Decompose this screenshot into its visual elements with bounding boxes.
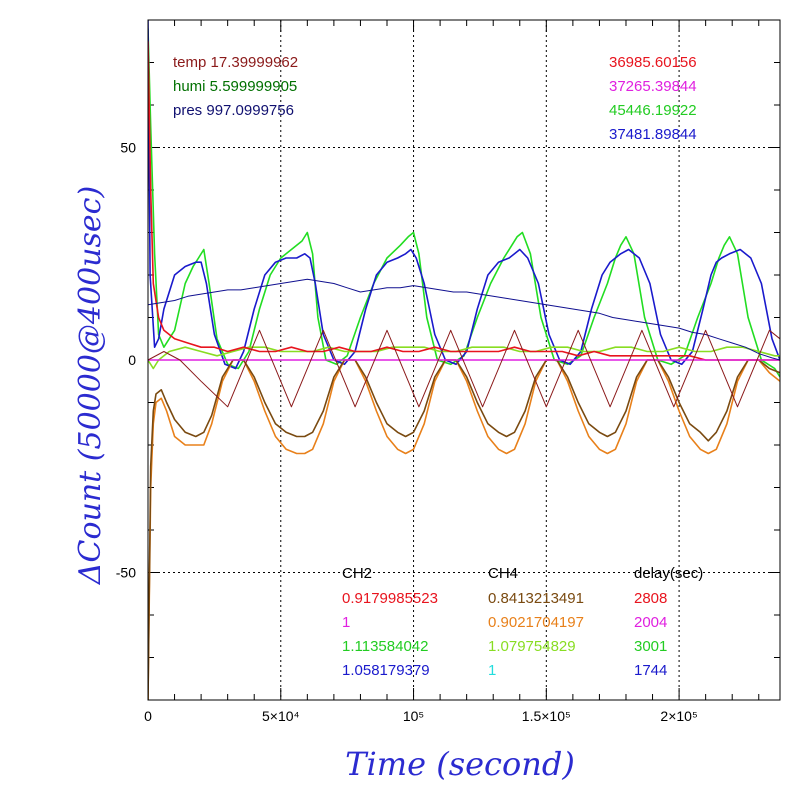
table-cell: 2808	[634, 590, 667, 607]
x-tick-label: 1.5×10⁵	[522, 708, 571, 724]
count-annotation: 36985.60156	[609, 54, 697, 71]
count-annotation: 45446.19922	[609, 102, 697, 119]
table-cell: 1	[488, 662, 496, 679]
table-cell: 2004	[634, 614, 667, 631]
series-line-1	[148, 28, 780, 378]
table-header: delay(sec)	[634, 565, 703, 582]
table-cell: 1.113584042	[342, 638, 428, 655]
y-tick-label: 50	[120, 140, 136, 156]
series-line-8	[148, 278, 780, 361]
table-cell: 1.058179379	[342, 662, 430, 679]
x-tick-label: 10⁵	[403, 708, 424, 724]
x-tick-label: 2×10⁵	[660, 708, 697, 724]
table-cell: 0.9021704197	[488, 614, 584, 631]
ratio-table: CH2 CH4 delay(sec) 0.9179985523 0.8413213491…	[342, 565, 703, 679]
count-annotations: 36985.60156 37265.39844 45446.19922 37481.8…	[609, 54, 697, 143]
count-annotation: 37265.39844	[609, 78, 697, 95]
tick-labels: 0 5×10⁴ 10⁵ 1.5×10⁵ 2×10⁵ 50 0 -50	[116, 140, 698, 725]
table-cell: 1.079754829	[488, 638, 576, 655]
y-axis-label-group: ΔCount (50000@400usec)	[73, 186, 108, 585]
env-annotations: temp 17.39999962 humi 5.599999905 pres 997…	[173, 54, 298, 119]
env-annotation: humi 5.599999905	[173, 78, 297, 95]
table-cell: 1744	[634, 662, 667, 679]
series-group	[148, 20, 780, 700]
table-header: CH4	[488, 565, 518, 582]
x-axis-label: Time (second)	[345, 745, 575, 783]
plot-frame	[147, 19, 781, 701]
y-tick-label: 0	[128, 352, 136, 368]
table-cell: 1	[342, 614, 350, 631]
series-line-9	[148, 329, 780, 408]
x-tick-label: 5×10⁴	[262, 708, 300, 724]
series-line-6	[148, 41, 780, 361]
x-tick-label: 0	[144, 708, 152, 724]
env-annotation: pres 997.0999756	[173, 102, 294, 119]
ticks	[148, 20, 780, 700]
count-annotation: 37481.89844	[609, 126, 697, 143]
env-annotation: temp 17.39999962	[173, 54, 298, 71]
table-header: CH2	[342, 565, 372, 582]
table-cell: 3001	[634, 638, 667, 655]
y-tick-label: -50	[116, 565, 136, 581]
table-cell: 0.9179985523	[342, 590, 438, 607]
table-cell: 0.8413213491	[488, 590, 584, 607]
y-axis-label: ΔCount (50000@400usec)	[73, 186, 108, 585]
